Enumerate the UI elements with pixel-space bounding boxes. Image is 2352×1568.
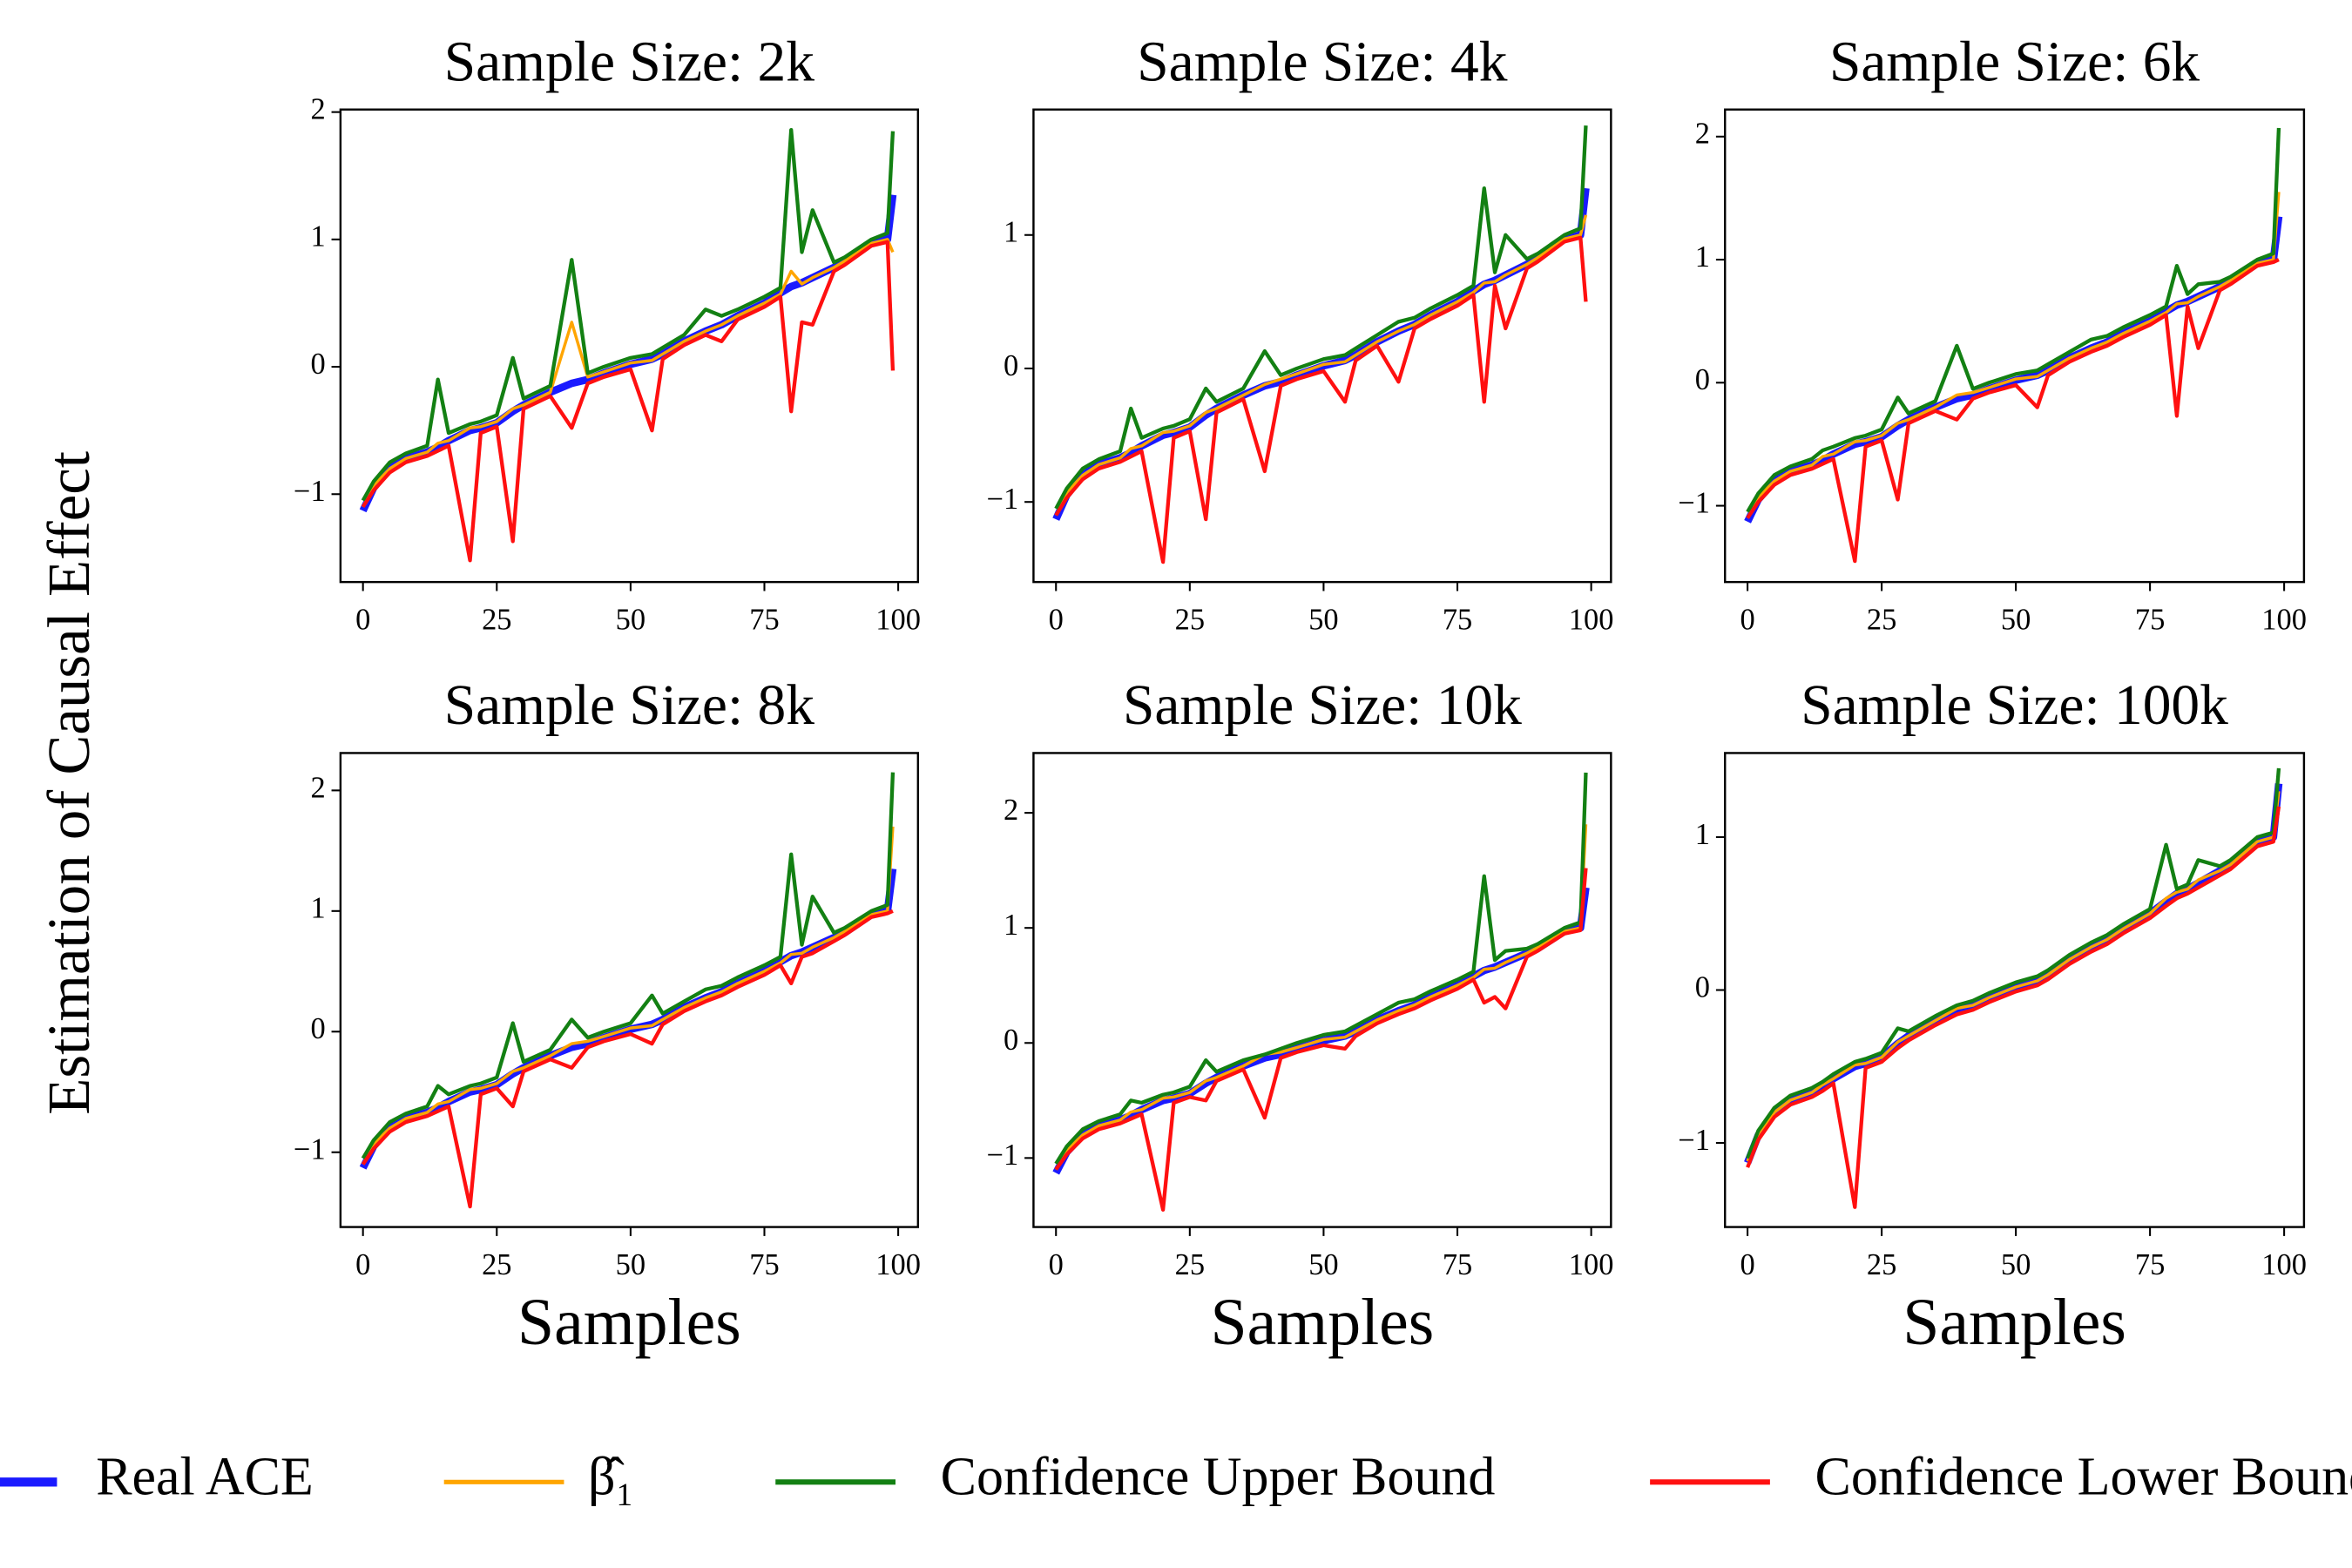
x-tick-label: 75: [1443, 604, 1472, 637]
legend-label: β̂₁: [588, 1448, 634, 1507]
series-line: β̂₁: [1746, 791, 2281, 1162]
y-tick-label: 2: [310, 93, 325, 126]
chart-title: Sample Size: 8k: [444, 674, 814, 737]
series-line: Confidence Lower Bound: [1746, 258, 2280, 564]
y-tick-label: 1: [1695, 240, 1710, 274]
x-tick-label: 25: [482, 1248, 511, 1281]
y-tick-label: −1: [1678, 1124, 1710, 1157]
axes-frame: [1032, 108, 1612, 584]
y-tick-label: 1: [1004, 216, 1018, 249]
y-tick-label: 0: [1004, 1024, 1018, 1057]
y-tick-label: 1: [1004, 909, 1018, 942]
series-line: Confidence Lower Bound: [361, 909, 894, 1209]
series-line: β̂₁: [1054, 824, 1588, 1171]
y-tick-label: 1: [310, 220, 325, 253]
x-tick-label: 25: [1867, 1248, 1896, 1281]
x-tick-label: 100: [875, 604, 921, 637]
y-tick-label: 1: [310, 892, 325, 925]
series-line: Real ACE: [359, 194, 897, 513]
y-tick-label: 2: [1695, 118, 1710, 151]
y-tick-label: −1: [294, 475, 326, 508]
series-line: Confidence Upper Bound: [1746, 767, 2281, 1159]
x-tick-label: 0: [1740, 604, 1754, 637]
chart-title: Sample Size: 100k: [1801, 674, 2228, 737]
x-tick-label: 100: [2261, 604, 2307, 637]
x-tick-label: 0: [1049, 604, 1064, 637]
y-axis-label: Estimation of Causal Effect: [36, 451, 102, 1115]
x-tick-label: 50: [2001, 604, 2031, 637]
legend-label: Confidence Lower Bound: [1815, 1448, 2352, 1507]
y-tick-label: 0: [1004, 349, 1018, 382]
y-tick-label: 1: [1695, 818, 1710, 851]
series-line: Confidence Lower Bound: [361, 240, 896, 563]
x-tick-label: 100: [1569, 604, 1614, 637]
y-tick-label: 0: [310, 348, 325, 381]
x-tick-label: 25: [1867, 604, 1896, 637]
y-tick-label: −1: [987, 1139, 1019, 1172]
x-tick-label: 100: [1569, 1248, 1614, 1281]
y-tick-label: −1: [987, 483, 1019, 516]
series-line: Confidence Upper Bound: [1746, 127, 2281, 513]
chart-title: Sample Size: 2k: [444, 31, 814, 94]
axes-frame: [1032, 752, 1612, 1228]
x-tick-label: 25: [1175, 1248, 1205, 1281]
x-tick-label: 75: [1443, 1248, 1472, 1281]
x-tick-label: 0: [355, 604, 370, 637]
series-line: β̂₁: [1746, 192, 2281, 519]
series-line: β̂₁: [1054, 214, 1588, 517]
x-tick-label: 100: [2261, 1248, 2307, 1281]
x-axis-label: Samples: [517, 1286, 741, 1359]
series-line: Real ACE: [1744, 783, 2283, 1165]
series-line: Confidence Lower Bound: [1054, 235, 1588, 564]
series-line: Real ACE: [1052, 887, 1590, 1175]
series-line: Confidence Lower Bound: [1746, 806, 2281, 1209]
chart-title: Sample Size: 4k: [1137, 31, 1507, 94]
y-tick-label: 0: [310, 1012, 325, 1045]
x-tick-label: 0: [355, 1248, 370, 1281]
legend-label: Real ACE: [96, 1448, 314, 1507]
axes-frame: [339, 108, 920, 584]
x-tick-label: 50: [616, 604, 645, 637]
x-tick-label: 25: [1175, 604, 1205, 637]
series-line: Confidence Upper Bound: [361, 127, 896, 502]
series-line: β̂₁: [362, 826, 895, 1166]
y-tick-label: 0: [1695, 970, 1710, 1004]
chart-title: Sample Size: 10k: [1123, 674, 1522, 737]
x-tick-label: 50: [616, 1248, 645, 1281]
x-tick-label: 50: [1308, 604, 1338, 637]
axes-frame: [1724, 752, 2306, 1228]
axes-frame: [1724, 108, 2306, 584]
x-tick-label: 75: [2135, 604, 2165, 637]
series-line: Confidence Upper Bound: [1054, 772, 1588, 1166]
series-line: Real ACE: [1744, 216, 2283, 524]
series-line: Confidence Lower Bound: [1054, 868, 1588, 1212]
y-tick-label: 0: [1695, 363, 1710, 396]
series-line: Confidence Upper Bound: [361, 772, 896, 1159]
x-tick-label: 0: [1049, 1248, 1064, 1281]
series-line: β̂₁: [362, 238, 895, 508]
x-tick-label: 50: [1308, 1248, 1338, 1281]
y-tick-label: 2: [1004, 794, 1018, 827]
x-tick-label: 0: [1740, 1248, 1754, 1281]
chart-title: Sample Size: 6k: [1829, 31, 2200, 94]
x-axis-label: Samples: [1211, 1286, 1435, 1359]
y-tick-label: −1: [1678, 486, 1710, 519]
x-tick-label: 75: [2135, 1248, 2165, 1281]
series-line: Real ACE: [359, 868, 897, 1170]
axes-frame: [339, 752, 920, 1228]
x-tick-label: 50: [2001, 1248, 2031, 1281]
x-tick-label: 100: [875, 1248, 921, 1281]
x-tick-label: 25: [482, 604, 511, 637]
y-tick-label: −1: [294, 1133, 326, 1166]
legend-label: Confidence Upper Bound: [941, 1448, 1496, 1507]
x-axis-label: Samples: [1903, 1286, 2126, 1359]
y-tick-label: 2: [310, 771, 325, 804]
x-tick-label: 75: [749, 604, 779, 637]
x-tick-label: 75: [749, 1248, 779, 1281]
series-line: Confidence Upper Bound: [1054, 125, 1588, 510]
